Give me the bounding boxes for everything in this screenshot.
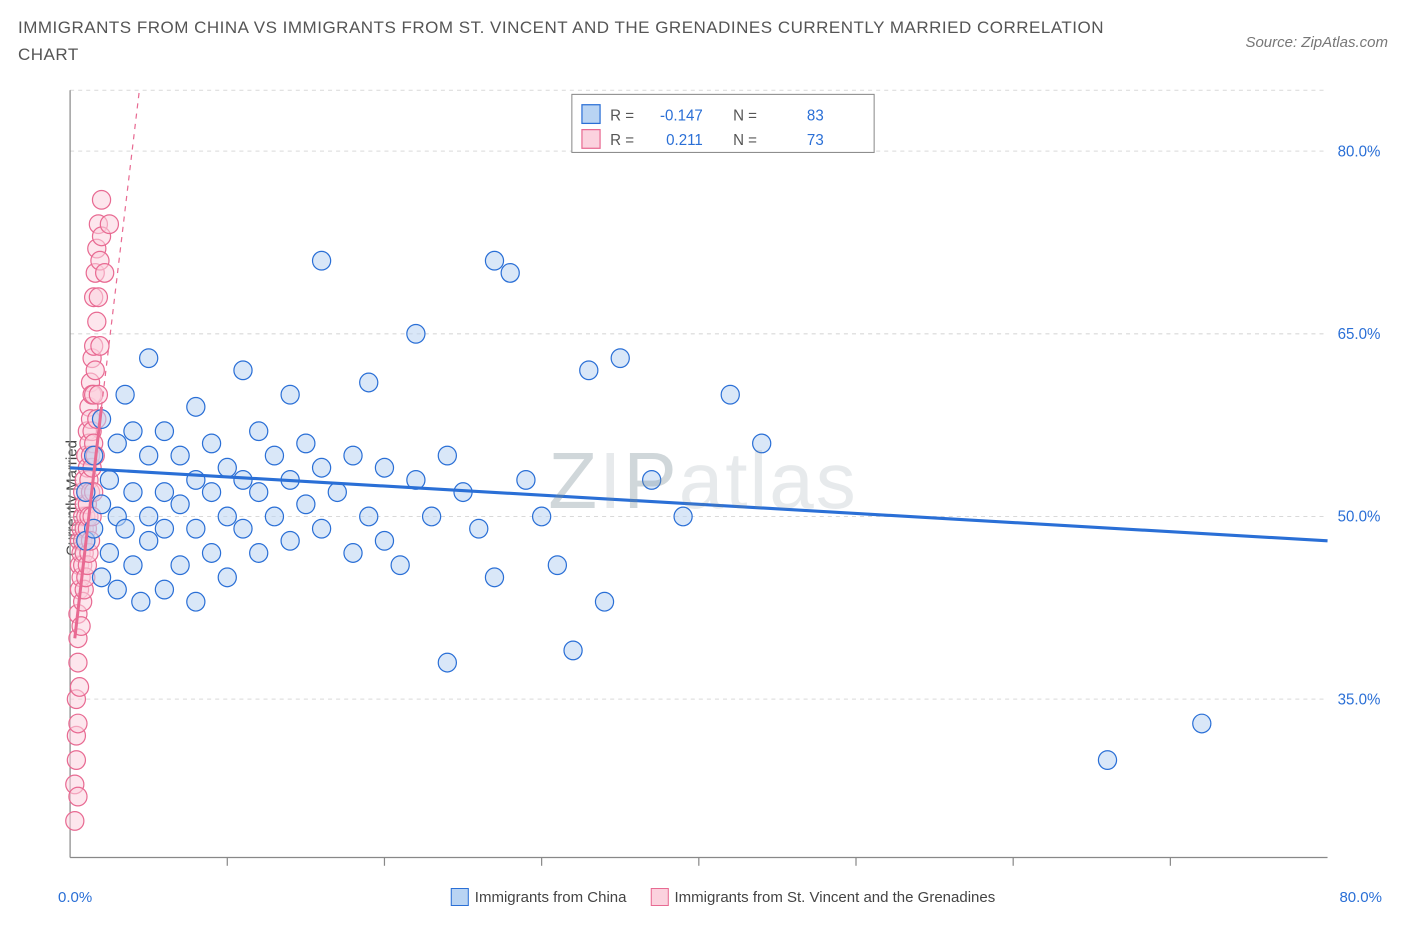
x-axis-max-label: 80.0% xyxy=(1339,889,1382,906)
bottom-legend: Immigrants from China Immigrants from St… xyxy=(451,888,995,906)
scatter-plot: 35.0% 50.0% 65.0% 80.0% R = -0.147 N = 83 R = 0.… xyxy=(58,84,1388,872)
chart-title: IMMIGRANTS FROM CHINA VS IMMIGRANTS FROM… xyxy=(18,14,1118,68)
svg-text:80.0%: 80.0% xyxy=(1338,143,1381,160)
legend-item-china: Immigrants from China xyxy=(451,888,627,906)
svg-text:0.211: 0.211 xyxy=(666,132,703,149)
svg-text:83: 83 xyxy=(807,107,824,124)
svg-text:N =: N = xyxy=(733,107,757,124)
swatch-icon xyxy=(451,888,469,906)
svg-text:35.0%: 35.0% xyxy=(1338,691,1381,708)
swatch-icon xyxy=(651,888,669,906)
svg-text:R =: R = xyxy=(610,107,634,124)
svg-text:73: 73 xyxy=(807,132,824,149)
source-attribution: Source: ZipAtlas.com xyxy=(1245,34,1388,51)
legend-label: Immigrants from China xyxy=(475,889,627,906)
chart-area: Currently Married 35.0%50.0%65.0%80.0% R… xyxy=(18,84,1388,912)
legend-label: Immigrants from St. Vincent and the Gren… xyxy=(675,889,996,906)
x-axis-min-label: 0.0% xyxy=(58,889,92,906)
legend-item-stvincent: Immigrants from St. Vincent and the Gren… xyxy=(651,888,996,906)
svg-text:-0.147: -0.147 xyxy=(660,107,703,124)
svg-text:N =: N = xyxy=(733,132,757,149)
svg-text:R =: R = xyxy=(610,132,634,149)
x-axis: 0.0% Immigrants from China Immigrants fr… xyxy=(58,876,1388,912)
chart-header: IMMIGRANTS FROM CHINA VS IMMIGRANTS FROM… xyxy=(0,0,1406,74)
svg-text:65.0%: 65.0% xyxy=(1338,326,1381,343)
svg-text:50.0%: 50.0% xyxy=(1338,508,1381,525)
